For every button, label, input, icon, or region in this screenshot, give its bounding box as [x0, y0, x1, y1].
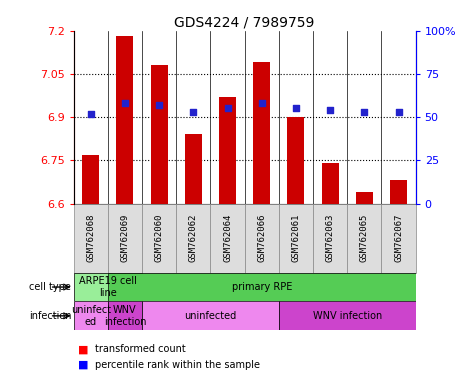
Bar	[287, 117, 304, 204]
Point	[121, 100, 129, 106]
Text: uninfected: uninfected	[184, 311, 237, 321]
Text: percentile rank within the sample: percentile rank within the sample	[95, 360, 260, 370]
Text: WNV infection: WNV infection	[313, 311, 382, 321]
Bar	[108, 301, 142, 330]
Text: GSM762064: GSM762064	[223, 214, 232, 262]
Text: uninfect
ed: uninfect ed	[71, 305, 111, 327]
Text: GSM762068: GSM762068	[86, 214, 95, 262]
Text: WNV
infection: WNV infection	[104, 305, 146, 327]
Point	[292, 105, 300, 111]
Text: ■: ■	[78, 344, 89, 354]
Point	[326, 107, 334, 113]
Point	[87, 111, 95, 117]
Bar	[210, 204, 245, 273]
Text: primary RPE: primary RPE	[231, 282, 292, 292]
Text: GSM762063: GSM762063	[326, 214, 334, 262]
Bar	[74, 301, 108, 330]
Text: GSM762069: GSM762069	[121, 214, 129, 262]
Text: GSM762060: GSM762060	[155, 214, 163, 262]
Text: GSM762062: GSM762062	[189, 214, 198, 262]
Bar	[279, 204, 313, 273]
Bar	[108, 204, 142, 273]
Bar	[356, 192, 373, 204]
Text: infection: infection	[29, 311, 71, 321]
Text: GSM762061: GSM762061	[292, 214, 300, 262]
Bar	[381, 204, 416, 273]
Text: GSM762065: GSM762065	[360, 214, 369, 262]
Text: ARPE19 cell
line: ARPE19 cell line	[79, 276, 137, 298]
Bar	[176, 204, 210, 273]
Bar	[253, 63, 270, 204]
Bar	[322, 163, 339, 204]
Text: ■: ■	[78, 360, 89, 370]
Bar	[347, 204, 381, 273]
Point	[224, 105, 231, 111]
Point	[395, 109, 402, 115]
Text: GSM762067: GSM762067	[394, 214, 403, 262]
Point	[155, 102, 163, 108]
Bar	[279, 301, 416, 330]
Text: cell type: cell type	[29, 282, 71, 292]
Point	[361, 109, 368, 115]
Bar	[245, 204, 279, 273]
Bar	[151, 65, 168, 204]
Text: GSM762066: GSM762066	[257, 214, 266, 262]
Bar	[390, 180, 407, 204]
Text: transformed count: transformed count	[95, 344, 186, 354]
Bar	[74, 204, 108, 273]
Point	[190, 109, 197, 115]
Bar	[219, 97, 236, 204]
Bar	[185, 134, 202, 204]
Bar	[116, 36, 133, 204]
Bar	[313, 204, 347, 273]
Bar	[142, 204, 176, 273]
Bar	[74, 273, 142, 301]
Point	[258, 100, 266, 106]
Title: GDS4224 / 7989759: GDS4224 / 7989759	[174, 16, 315, 30]
Bar	[142, 301, 279, 330]
Bar	[82, 155, 99, 204]
